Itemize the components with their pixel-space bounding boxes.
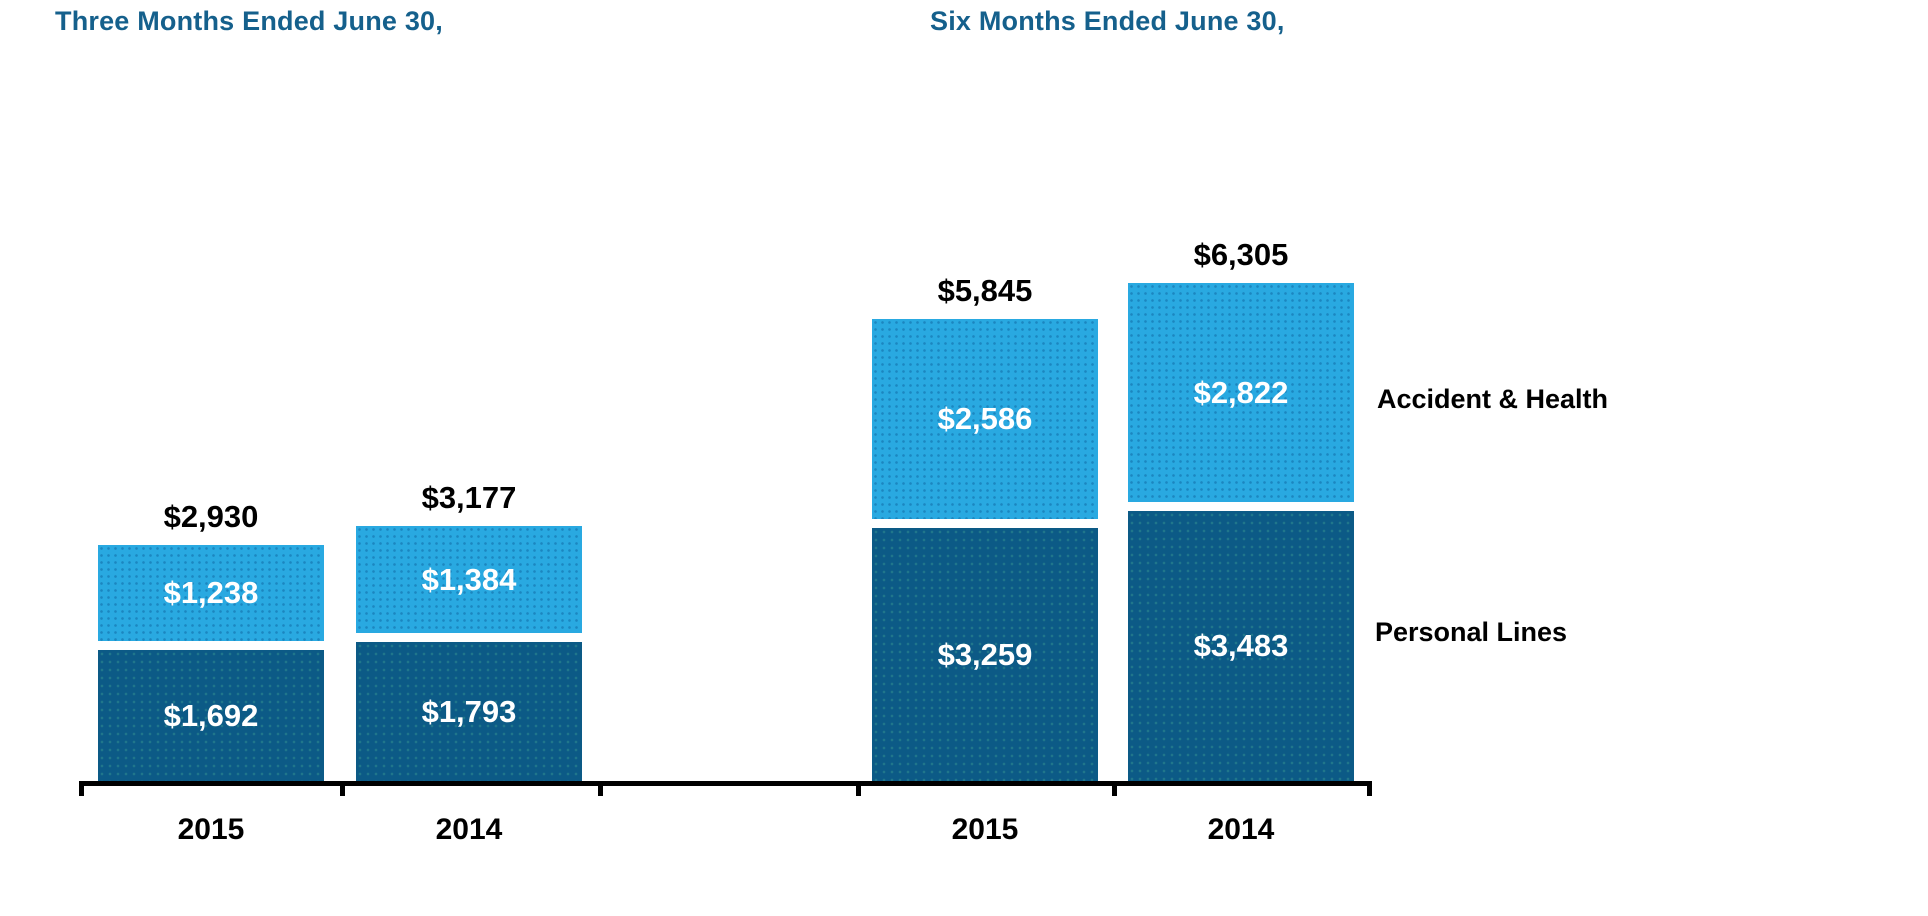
chart-title-three-months: Three Months Ended June 30, xyxy=(55,6,443,36)
x-axis-line xyxy=(79,781,1372,786)
bar-total-label: $2,930 xyxy=(163,499,259,534)
legend-label-personal-lines: Personal Lines xyxy=(1375,617,1568,647)
bar-segment-personal-lines: $1,692 xyxy=(98,650,324,781)
x-axis-category-label: 2015 xyxy=(951,813,1019,846)
bar-segment-accident-health: $1,384 xyxy=(356,526,582,633)
x-axis-tick xyxy=(1367,781,1372,796)
bar-total-label: $5,845 xyxy=(937,273,1033,308)
bar-segment-personal-lines: $3,259 xyxy=(872,528,1098,781)
bar-segment-accident-health: $1,238 xyxy=(98,545,324,641)
x-axis-category-label: 2014 xyxy=(1207,813,1275,846)
legend-label-accident-health: Accident & Health xyxy=(1377,384,1609,414)
x-axis-tick xyxy=(1112,781,1117,796)
bar-total-label: $3,177 xyxy=(421,480,517,515)
bar-segment-personal-lines: $3,483 xyxy=(1128,511,1354,781)
x-axis-tick xyxy=(856,781,861,796)
x-axis-category-label: 2014 xyxy=(435,813,503,846)
x-axis-category-label: 2015 xyxy=(177,813,245,846)
x-axis-tick xyxy=(79,781,84,796)
x-axis-tick xyxy=(340,781,345,796)
bar-segment-accident-health: $2,822 xyxy=(1128,283,1354,502)
bar-segment-personal-lines: $1,793 xyxy=(356,642,582,781)
chart-title-six-months: Six Months Ended June 30, xyxy=(930,6,1285,36)
x-axis-tick xyxy=(598,781,603,796)
bar-total-label: $6,305 xyxy=(1193,237,1289,272)
bar-segment-accident-health: $2,586 xyxy=(872,319,1098,519)
